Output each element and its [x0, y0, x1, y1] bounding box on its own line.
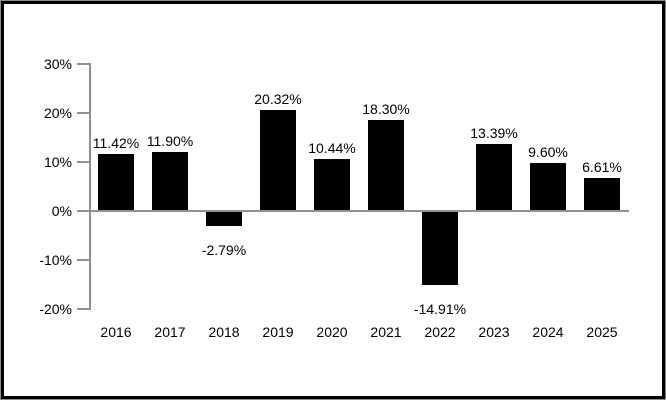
bar-value-label: 9.60%	[528, 144, 568, 160]
x-axis-label: 2018	[208, 324, 240, 340]
bar-value-label: -2.79%	[201, 242, 247, 258]
y-axis-tick-label: -10%	[39, 252, 72, 268]
x-axis-label: 2021	[370, 324, 402, 340]
x-axis-label: 2022	[424, 324, 456, 340]
bar-2019	[260, 110, 296, 210]
y-axis-tick	[77, 161, 90, 163]
x-axis-label: 2017	[154, 324, 186, 340]
x-axis-label: 2020	[316, 324, 348, 340]
y-axis-tick-label: -20%	[39, 301, 72, 317]
x-axis-label: 2016	[100, 324, 132, 340]
bar-2022	[422, 212, 458, 285]
bar-2017	[152, 152, 188, 210]
bar-2020	[314, 159, 350, 210]
bar-value-label: 18.30%	[362, 101, 410, 117]
y-axis-tick-label: 30%	[43, 56, 72, 72]
bar-2021	[368, 120, 404, 210]
bar-2018	[206, 212, 242, 226]
y-axis-line	[89, 63, 91, 310]
bar-2024	[530, 163, 566, 210]
y-axis-tick	[77, 308, 90, 310]
bar-value-label: 6.61%	[582, 159, 622, 175]
bar-value-label: 11.90%	[146, 133, 194, 149]
bar-value-label: 13.39%	[470, 125, 518, 141]
y-axis-tick-label: 10%	[43, 154, 72, 170]
x-axis-label: 2025	[586, 324, 618, 340]
bar-value-label: -14.91%	[413, 301, 467, 317]
y-axis-tick-label: 20%	[43, 105, 72, 121]
y-axis-tick	[77, 63, 90, 65]
x-axis-label: 2023	[478, 324, 510, 340]
bar-value-label: 10.44%	[308, 140, 356, 156]
bar-value-label: 20.32%	[254, 91, 302, 107]
x-axis-label: 2019	[262, 324, 294, 340]
bar-2025	[584, 178, 620, 210]
bar-2023	[476, 144, 512, 210]
y-axis-tick	[77, 112, 90, 114]
x-axis-label: 2024	[532, 324, 564, 340]
bar-2016	[98, 154, 134, 210]
y-axis-tick-label: 0%	[51, 203, 72, 219]
y-axis-tick	[77, 259, 90, 261]
zero-baseline	[77, 210, 629, 212]
bar-value-label: 11.42%	[92, 135, 140, 151]
